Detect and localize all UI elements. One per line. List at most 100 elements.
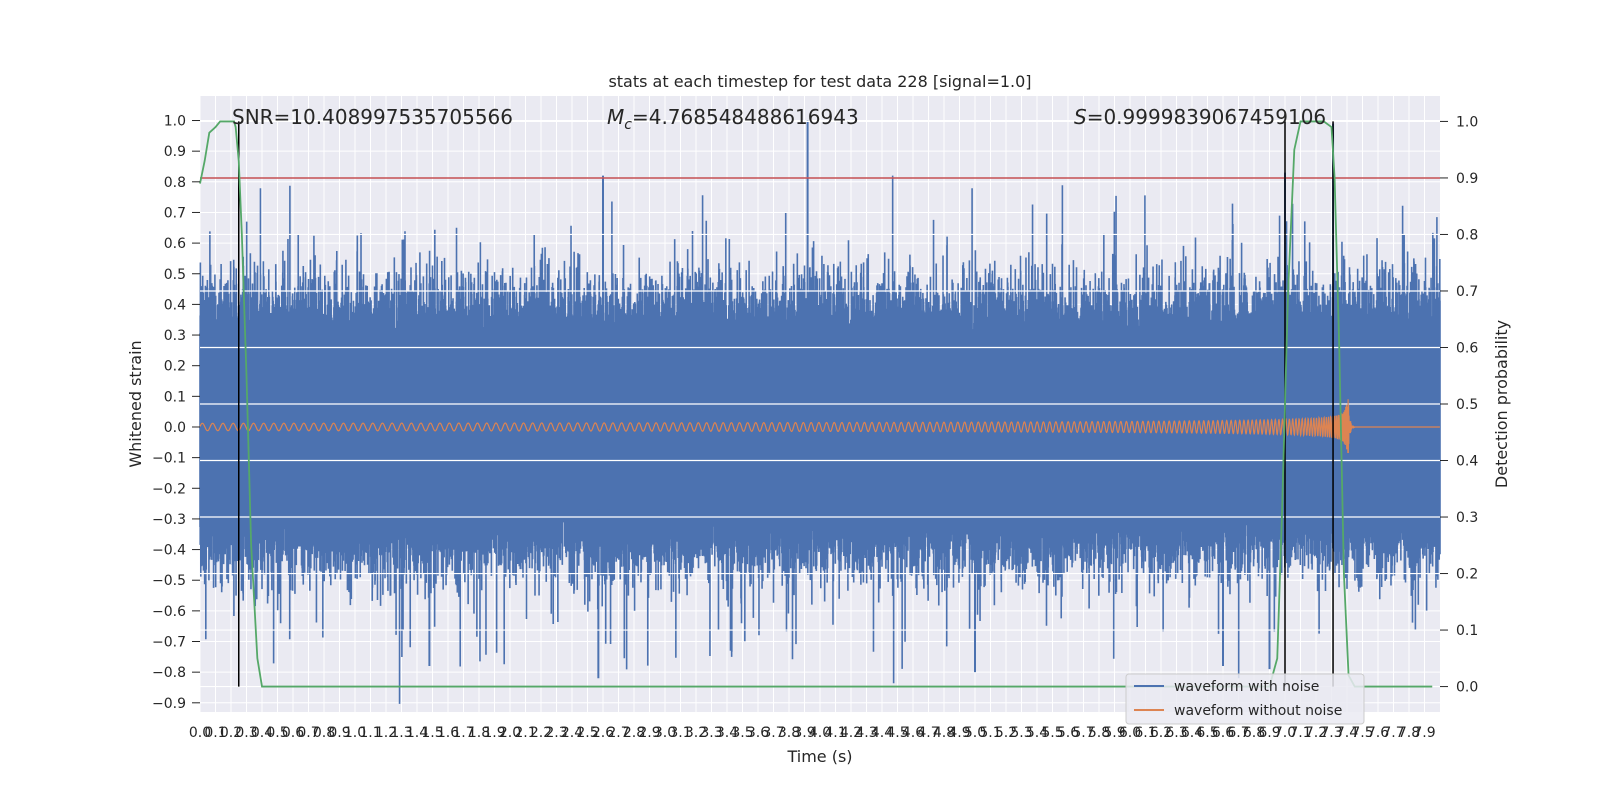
left-y-tick-label: −0.5 (152, 573, 186, 589)
x-tick-label: 6.3 (1165, 725, 1187, 741)
right-y-tick-label: 0.3 (1456, 510, 1478, 526)
x-tick-label: 2.2 (530, 725, 552, 741)
left-y-tick-labels: −0.9 −0.8 −0.7 −0.6 −0.5 −0.4 −0.3 −0.2 −0.1 0.0 0… (152, 114, 200, 712)
left-y-tick-label: 0.5 (164, 267, 186, 283)
score-value: =0.9999839067459106 (1087, 105, 1326, 129)
left-y-tick-label: 0.2 (164, 359, 186, 375)
left-y-tick-label: 0.9 (164, 144, 186, 160)
x-tick-label: 1.9 (483, 725, 505, 741)
left-y-tick-label: 0.3 (164, 328, 186, 344)
x-tick-label: 5.1 (979, 725, 1001, 741)
right-y-tick-label: 0.0 (1456, 680, 1478, 696)
right-y-tick-label: 0.4 (1456, 454, 1478, 470)
x-tick-label: 0.5 (266, 725, 288, 741)
left-y-tick-label: −0.6 (152, 604, 186, 620)
left-y-tick-label: −0.7 (152, 635, 186, 651)
x-tick-label: 7.7 (1382, 725, 1404, 741)
noise-core (200, 344, 1440, 510)
x-tick-label: 7.4 (1336, 725, 1358, 741)
x-tick-label: 4.4 (871, 725, 893, 741)
x-tick-label: 6.5 (1196, 725, 1218, 741)
x-tick-label: 2.6 (592, 725, 614, 741)
score-annotation: S=0.9999839067459106 (1074, 105, 1326, 129)
x-tick-label: 5.0 (964, 725, 986, 741)
x-tick-label: 3.6 (747, 725, 769, 741)
x-tick-label: 2.3 (545, 725, 567, 741)
x-tick-label: 3.0 (654, 725, 676, 741)
chirp-mass-symbol: M (607, 105, 624, 129)
x-tick-label: 4.5 (886, 725, 908, 741)
x-axis-label: Time (s) (786, 747, 852, 766)
x-tick-label: 0.7 (297, 725, 319, 741)
x-tick-label: 2.1 (514, 725, 536, 741)
x-tick-label: 2.7 (607, 725, 629, 741)
y-axis-label-left: Whitened strain (126, 340, 145, 467)
right-y-tick-label: 0.6 (1456, 340, 1478, 356)
x-tick-label: 6.9 (1258, 725, 1280, 741)
left-y-tick-label: 0.8 (164, 175, 186, 191)
x-tick-label: 4.3 (855, 725, 877, 741)
x-tick-label: 2.8 (623, 725, 645, 741)
left-y-tick-label: −0.4 (152, 543, 186, 559)
x-tick-label: 6.0 (1119, 725, 1141, 741)
x-tick-label: 0.4 (251, 725, 273, 741)
x-tick-label: 4.7 (917, 725, 939, 741)
x-tick-label: 6.7 (1227, 725, 1249, 741)
detection-probability-series (199, 120, 1433, 688)
chirp-mass-value: =4.768548488616943 (632, 105, 859, 129)
right-y-tick-label: 0.5 (1456, 397, 1478, 413)
x-tick-label: 7.3 (1320, 725, 1342, 741)
x-tick-label: 6.8 (1243, 725, 1265, 741)
waveform-with-noise-series (199, 120, 1441, 704)
x-tick-label: 7.8 (1398, 725, 1420, 741)
x-tick-label: 7.2 (1305, 725, 1327, 741)
left-y-tick-label: 1.0 (164, 114, 186, 130)
right-y-tick-label: 1.0 (1456, 114, 1478, 130)
x-tick-label: 5.5 (1041, 725, 1063, 741)
x-tick-label: 1.1 (359, 725, 381, 741)
x-tick-label: 0.9 (328, 725, 350, 741)
x-tick-label: 1.4 (406, 725, 428, 741)
x-tick-label: 5.6 (1057, 725, 1079, 741)
x-tick-label: 4.0 (809, 725, 831, 741)
x-tick-label: 4.8 (933, 725, 955, 741)
x-tick-label: 3.8 (778, 725, 800, 741)
left-y-tick-label: 0.1 (164, 389, 186, 405)
x-tick-label: 4.9 (948, 725, 970, 741)
left-y-tick-label: 0.7 (164, 205, 186, 221)
x-tick-label: 0.2 (220, 725, 242, 741)
right-y-tick-label: 0.7 (1456, 284, 1478, 300)
x-tick-label: 7.0 (1274, 725, 1296, 741)
x-tick-label: 5.3 (1010, 725, 1032, 741)
x-tick-label: 6.2 (1150, 725, 1172, 741)
legend-label-noise: waveform with noise (1174, 679, 1319, 695)
x-tick-label: 7.6 (1367, 725, 1389, 741)
right-y-tick-label: 0.1 (1456, 623, 1478, 639)
legend-box (1125, 673, 1365, 725)
x-tick-label: 6.4 (1181, 725, 1203, 741)
x-tick-label: 4.2 (840, 725, 862, 741)
x-tick-label: 5.8 (1088, 725, 1110, 741)
left-y-tick-label: −0.2 (152, 481, 186, 497)
x-tick-label: 6.6 (1212, 725, 1234, 741)
x-tick-label: 7.1 (1289, 725, 1311, 741)
x-tick-label: 2.0 (499, 725, 521, 741)
right-y-tick-label: 0.2 (1456, 567, 1478, 583)
x-tick-label: 2.5 (576, 725, 598, 741)
x-tick-label: 0.3 (235, 725, 257, 741)
x-tick-label: 3.9 (793, 725, 815, 741)
score-symbol: S (1074, 105, 1087, 129)
left-y-tick-label: 0.0 (164, 420, 186, 436)
left-y-tick-label: 0.4 (164, 297, 186, 313)
legend-label-clean: waveform without noise (1174, 703, 1342, 719)
left-y-tick-label: −0.3 (152, 512, 186, 528)
right-y-tick-label: 0.9 (1456, 171, 1478, 187)
x-tick-label: 5.4 (1026, 725, 1048, 741)
x-tick-label: 3.1 (669, 725, 691, 741)
x-tick-label: 5.9 (1103, 725, 1125, 741)
x-tick-label: 7.5 (1351, 725, 1373, 741)
x-tick-label: 1.5 (421, 725, 443, 741)
legend: waveform with noise waveform without noi… (1125, 673, 1365, 725)
right-y-tick-labels: 0.0 0.1 0.2 0.3 0.4 0.5 0.6 0.7 0.8 0.9 1.0 (1440, 114, 1478, 696)
x-tick-label: 0.6 (282, 725, 304, 741)
